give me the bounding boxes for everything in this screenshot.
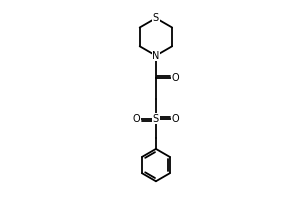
Text: S: S (153, 114, 159, 124)
Text: O: O (133, 114, 141, 124)
Text: O: O (171, 73, 179, 83)
Text: S: S (153, 13, 159, 23)
Text: O: O (171, 114, 179, 124)
Text: N: N (152, 51, 160, 61)
